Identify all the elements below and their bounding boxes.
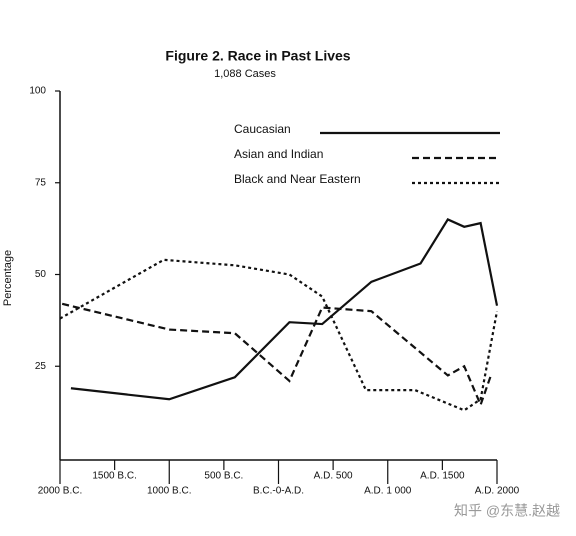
y-tick-label: 25 bbox=[35, 361, 47, 372]
x-tick-label: A.D. 2000 bbox=[475, 486, 520, 497]
y-tick-label: 75 bbox=[35, 177, 47, 188]
x-tick-label: A.D. 500 bbox=[314, 471, 353, 482]
chart-title: Figure 2. Race in Past Lives bbox=[165, 48, 350, 64]
legend-label: Asian and Indian bbox=[234, 147, 323, 161]
legend-label: Black and Near Eastern bbox=[234, 172, 361, 186]
x-tick-label: 500 B.C. bbox=[204, 471, 243, 482]
series-line bbox=[70, 218, 499, 401]
series-line bbox=[59, 258, 499, 412]
y-tick-label: 50 bbox=[35, 269, 47, 280]
x-tick-label: B.C.-0-A.D. bbox=[253, 486, 304, 497]
series-line bbox=[61, 302, 493, 408]
y-tick-label: 100 bbox=[29, 86, 46, 97]
x-tick-label: A.D. 1500 bbox=[420, 471, 465, 482]
x-tick-label: A.D. 1 000 bbox=[364, 486, 412, 497]
y-axis-label: Percentage bbox=[2, 250, 14, 306]
x-tick-label: 1500 B.C. bbox=[92, 471, 136, 482]
x-tick-label: 2000 B.C. bbox=[38, 486, 82, 497]
legend-label: Caucasian bbox=[234, 122, 291, 136]
watermark: 知乎 @东慧.赵越 bbox=[454, 503, 560, 519]
chart-subtitle: 1,088 Cases bbox=[214, 68, 276, 80]
x-tick-label: 1000 B.C. bbox=[147, 486, 191, 497]
